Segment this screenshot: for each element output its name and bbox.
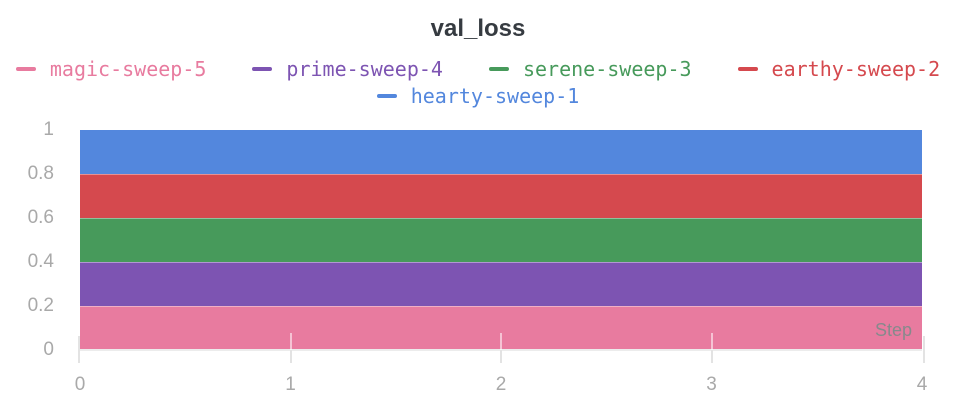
- x-tick-mark: [78, 336, 80, 363]
- series-band-prime-sweep-4[interactable]: [80, 262, 922, 306]
- y-tick-label: 0.6: [27, 207, 54, 228]
- legend-row-1: magic-sweep-5 prime-sweep-4 serene-sweep-3…: [0, 57, 956, 81]
- x-tick-mark: [289, 333, 292, 350]
- legend-line-swatch: [376, 94, 397, 98]
- legend-item-prime-sweep-4[interactable]: prime-sweep-4: [252, 57, 443, 81]
- legend-row-2: hearty-sweep-1: [0, 84, 956, 108]
- legend-item-earthy-sweep-2[interactable]: earthy-sweep-2: [737, 57, 941, 81]
- x-tick-mark: [710, 350, 713, 363]
- legend-line-swatch: [488, 67, 509, 71]
- x-tick-mark: [289, 350, 292, 363]
- x-tick-mark: [710, 333, 713, 350]
- legend-line-swatch: [252, 67, 273, 71]
- x-tick-label: 3: [706, 374, 717, 395]
- legend-label: magic-sweep-5: [49, 57, 207, 81]
- y-tick-label: 0.2: [27, 295, 54, 316]
- legend-label: prime-sweep-4: [286, 57, 443, 81]
- x-tick-mark: [923, 336, 925, 363]
- series-band-earthy-sweep-2[interactable]: [80, 174, 922, 218]
- legend-label: earthy-sweep-2: [771, 57, 941, 81]
- legend-item-serene-sweep-3[interactable]: serene-sweep-3: [488, 57, 692, 81]
- x-tick-label: 1: [285, 374, 296, 395]
- x-tick-label: 2: [495, 374, 507, 395]
- y-tick-label: 1: [43, 119, 54, 140]
- series-band-hearty-sweep-1[interactable]: [80, 130, 922, 174]
- legend-label: serene-sweep-3: [522, 57, 692, 81]
- legend-item-hearty-sweep-1[interactable]: hearty-sweep-1: [376, 84, 580, 108]
- legend-item-magic-sweep-5[interactable]: magic-sweep-5: [15, 57, 207, 81]
- legend-line-swatch: [15, 67, 36, 71]
- series-band-serene-sweep-3[interactable]: [80, 218, 922, 262]
- chart-title: val_loss: [430, 15, 526, 42]
- y-tick-label: 0.8: [27, 163, 54, 184]
- y-tick-label: 0.4: [27, 251, 54, 272]
- legend-line-swatch: [737, 67, 758, 71]
- x-tick-mark: [500, 350, 502, 363]
- x-axis-title: Step: [874, 320, 912, 340]
- x-tick-label: 4: [916, 374, 928, 395]
- plot-area[interactable]: [80, 130, 922, 350]
- y-tick-label: 0: [43, 339, 54, 360]
- legend-label: hearty-sweep-1: [410, 84, 580, 108]
- x-tick-label: 0: [74, 374, 86, 395]
- x-tick-mark: [500, 333, 502, 350]
